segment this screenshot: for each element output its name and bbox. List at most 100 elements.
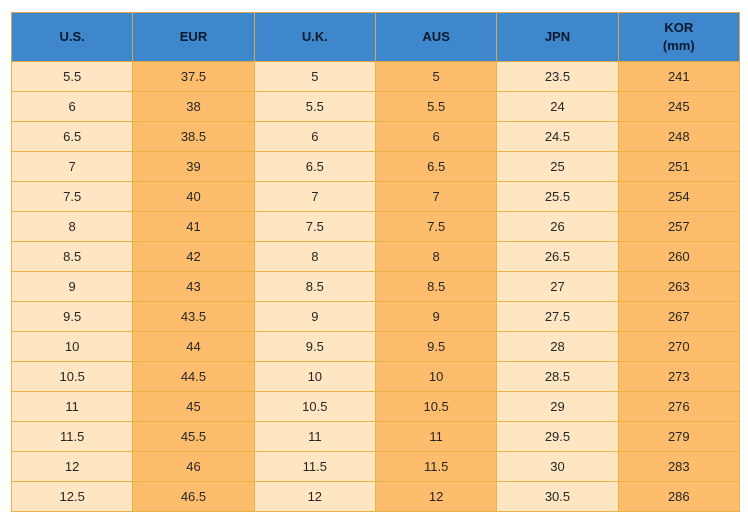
cell-aus: 10 [374, 361, 498, 392]
table-row: 12.5 46.5 12 12 30.5 286 [10, 481, 740, 512]
cell-us: 6 [10, 91, 134, 122]
cell-aus: 5.5 [374, 91, 498, 122]
cell-aus: 10.5 [374, 391, 498, 422]
cell-us: 12 [10, 451, 134, 482]
cell-aus: 8 [374, 241, 498, 272]
table-row: 12 46 11.5 11.5 30 283 [10, 451, 740, 482]
cell-jpn: 30.5 [496, 481, 619, 512]
cell-eur: 46 [132, 451, 255, 482]
cell-eur: 45 [132, 391, 255, 422]
column-header-kor: KOR (mm) [617, 12, 740, 62]
cell-kor: 270 [617, 331, 740, 362]
cell-eur: 46.5 [132, 481, 255, 512]
cell-us: 8.5 [10, 241, 134, 272]
table-row: 9.5 43.5 9 9 27.5 267 [10, 301, 740, 332]
cell-aus: 11.5 [374, 451, 498, 482]
cell-us: 7.5 [10, 181, 134, 212]
cell-jpn: 26.5 [496, 241, 619, 272]
table-row: 11.5 45.5 11 11 29.5 279 [10, 421, 740, 452]
cell-jpn: 29 [496, 391, 619, 422]
column-header-eur: EUR [132, 12, 255, 62]
cell-eur: 44.5 [132, 361, 255, 392]
cell-kor: 254 [617, 181, 740, 212]
cell-uk: 6.5 [253, 151, 376, 182]
column-header-jpn: JPN [496, 12, 619, 62]
cell-jpn: 25 [496, 151, 619, 182]
cell-us: 7 [10, 151, 134, 182]
table-row: 11 45 10.5 10.5 29 276 [10, 391, 740, 422]
cell-uk: 12 [253, 481, 376, 512]
table-row: 10 44 9.5 9.5 28 270 [10, 331, 740, 362]
cell-kor: 263 [617, 271, 740, 302]
cell-jpn: 27 [496, 271, 619, 302]
column-header-aus: AUS [374, 12, 498, 62]
cell-uk: 11.5 [253, 451, 376, 482]
cell-eur: 38.5 [132, 121, 255, 152]
cell-kor: 241 [617, 61, 740, 92]
size-chart: U.S. EUR U.K. AUS JPN KOR (mm) 5.5 37.5 5 5… [10, 12, 740, 512]
cell-jpn: 23.5 [496, 61, 619, 92]
cell-kor: 257 [617, 211, 740, 242]
cell-us: 6.5 [10, 121, 134, 152]
cell-us: 11 [10, 391, 134, 422]
cell-eur: 39 [132, 151, 255, 182]
cell-jpn: 25.5 [496, 181, 619, 212]
table-row: 5.5 37.5 5 5 23.5 241 [10, 61, 740, 92]
cell-aus: 11 [374, 421, 498, 452]
cell-jpn: 30 [496, 451, 619, 482]
cell-uk: 5.5 [253, 91, 376, 122]
cell-us: 5.5 [10, 61, 134, 92]
cell-aus: 9 [374, 301, 498, 332]
cell-kor: 251 [617, 151, 740, 182]
column-header-us: U.S. [10, 12, 134, 62]
cell-kor: 279 [617, 421, 740, 452]
cell-eur: 45.5 [132, 421, 255, 452]
table-row: 9 43 8.5 8.5 27 263 [10, 271, 740, 302]
cell-kor: 273 [617, 361, 740, 392]
cell-eur: 42 [132, 241, 255, 272]
cell-us: 9 [10, 271, 134, 302]
table-row: 6.5 38.5 6 6 24.5 248 [10, 121, 740, 152]
table-row: 10.5 44.5 10 10 28.5 273 [10, 361, 740, 392]
cell-us: 10 [10, 331, 134, 362]
cell-aus: 12 [374, 481, 498, 512]
cell-eur: 40 [132, 181, 255, 212]
table-body: 5.5 37.5 5 5 23.5 241 6 38 5.5 5.5 24 245 6.5 38.5 6 6 2… [10, 61, 740, 512]
cell-jpn: 28 [496, 331, 619, 362]
cell-eur: 43 [132, 271, 255, 302]
cell-aus: 8.5 [374, 271, 498, 302]
cell-uk: 6 [253, 121, 376, 152]
cell-us: 8 [10, 211, 134, 242]
cell-uk: 9 [253, 301, 376, 332]
cell-eur: 44 [132, 331, 255, 362]
cell-eur: 38 [132, 91, 255, 122]
cell-jpn: 29.5 [496, 421, 619, 452]
cell-aus: 7 [374, 181, 498, 212]
column-header-uk: U.K. [253, 12, 376, 62]
cell-jpn: 27.5 [496, 301, 619, 332]
cell-kor: 260 [617, 241, 740, 272]
cell-uk: 8.5 [253, 271, 376, 302]
table-row: 8 41 7.5 7.5 26 257 [10, 211, 740, 242]
cell-uk: 7.5 [253, 211, 376, 242]
cell-uk: 11 [253, 421, 376, 452]
cell-kor: 286 [617, 481, 740, 512]
size-conversion-table: U.S. EUR U.K. AUS JPN KOR (mm) 5.5 37.5 5 5… [10, 12, 740, 512]
cell-us: 12.5 [10, 481, 134, 512]
cell-uk: 7 [253, 181, 376, 212]
cell-us: 10.5 [10, 361, 134, 392]
table-row: 8.5 42 8 8 26.5 260 [10, 241, 740, 272]
cell-uk: 8 [253, 241, 376, 272]
cell-us: 11.5 [10, 421, 134, 452]
cell-eur: 43.5 [132, 301, 255, 332]
table-row: 7.5 40 7 7 25.5 254 [10, 181, 740, 212]
cell-kor: 245 [617, 91, 740, 122]
header-row: U.S. EUR U.K. AUS JPN KOR (mm) [10, 12, 740, 62]
cell-jpn: 24.5 [496, 121, 619, 152]
cell-uk: 10.5 [253, 391, 376, 422]
cell-jpn: 28.5 [496, 361, 619, 392]
cell-kor: 248 [617, 121, 740, 152]
cell-us: 9.5 [10, 301, 134, 332]
cell-jpn: 26 [496, 211, 619, 242]
cell-aus: 6 [374, 121, 498, 152]
